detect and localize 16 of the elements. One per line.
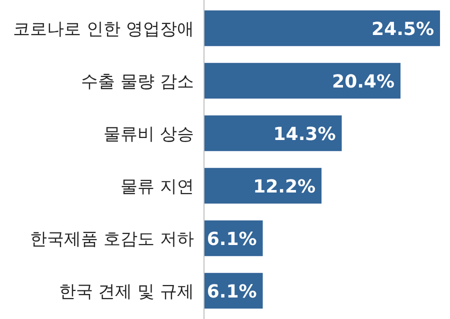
- bar: [204, 115, 342, 152]
- y-tick-label: 수출 물량 감소: [81, 72, 194, 92]
- data-label: 12.2%: [253, 176, 316, 198]
- y-tick-label: 한국제품 호감도 저하: [30, 229, 194, 250]
- data-label: 6.1%: [206, 281, 257, 302]
- bar: [204, 62, 401, 99]
- y-tick-label: 물류비 상승: [104, 124, 194, 144]
- bar: [204, 168, 322, 204]
- data-label: 14.3%: [273, 124, 336, 145]
- data-label: 20.4%: [332, 71, 395, 92]
- data-label: 6.1%: [206, 228, 257, 250]
- y-tick-label: 한국 견제 및 규제: [58, 282, 194, 302]
- bar: [204, 10, 440, 46]
- y-tick-label: 코로나로 인한 영업장애: [13, 19, 194, 40]
- data-label: 24.5%: [372, 18, 434, 40]
- y-tick-label: 물류 지연: [120, 176, 194, 197]
